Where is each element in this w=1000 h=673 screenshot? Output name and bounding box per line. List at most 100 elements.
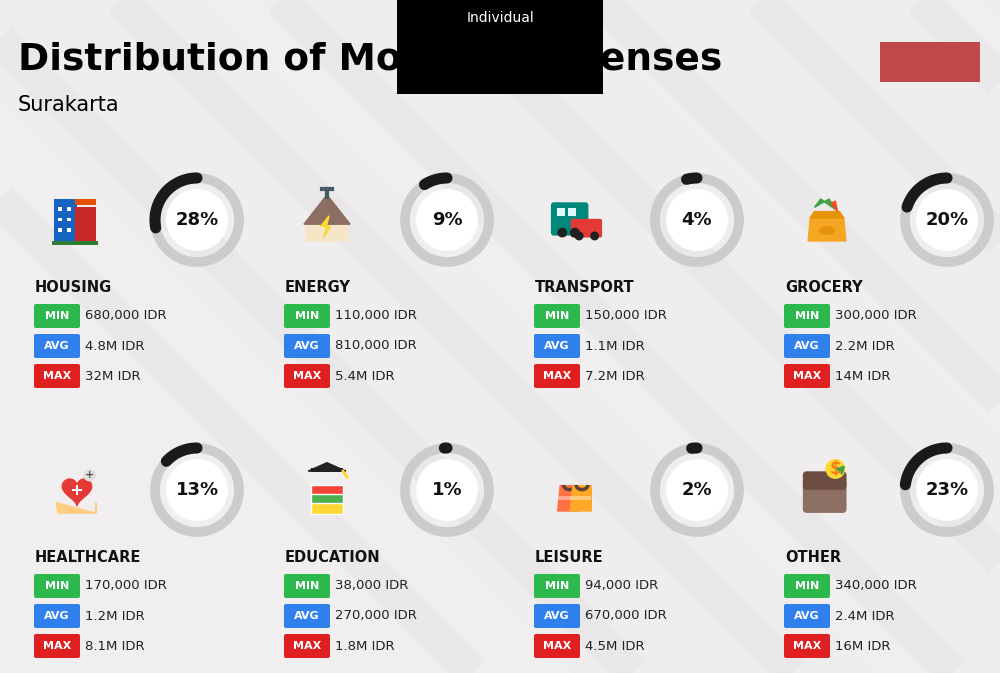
- Text: 4%: 4%: [682, 211, 712, 229]
- Polygon shape: [800, 0, 1000, 673]
- Ellipse shape: [820, 227, 834, 234]
- Polygon shape: [306, 197, 348, 241]
- FancyBboxPatch shape: [534, 364, 580, 388]
- Text: MAX: MAX: [543, 371, 571, 381]
- FancyBboxPatch shape: [58, 228, 62, 232]
- Text: AVG: AVG: [544, 611, 570, 621]
- Polygon shape: [558, 486, 579, 511]
- FancyBboxPatch shape: [534, 574, 580, 598]
- Text: 94,000 IDR: 94,000 IDR: [585, 579, 658, 592]
- Text: MAX: MAX: [543, 641, 571, 651]
- Text: 20%: 20%: [925, 211, 969, 229]
- Text: LEISURE: LEISURE: [535, 551, 604, 565]
- FancyBboxPatch shape: [284, 364, 330, 388]
- Text: AVG: AVG: [544, 341, 570, 351]
- FancyBboxPatch shape: [558, 496, 579, 499]
- FancyBboxPatch shape: [34, 334, 80, 358]
- Text: 1%: 1%: [432, 481, 462, 499]
- Circle shape: [167, 190, 227, 250]
- FancyBboxPatch shape: [58, 218, 62, 221]
- Text: MIN: MIN: [295, 311, 319, 321]
- Text: Individual: Individual: [466, 11, 534, 25]
- Polygon shape: [56, 503, 96, 513]
- FancyBboxPatch shape: [534, 604, 580, 628]
- Text: 8.1M IDR: 8.1M IDR: [85, 639, 145, 653]
- Text: AVG: AVG: [294, 611, 320, 621]
- FancyBboxPatch shape: [284, 334, 330, 358]
- FancyBboxPatch shape: [568, 208, 576, 216]
- FancyBboxPatch shape: [34, 364, 80, 388]
- FancyBboxPatch shape: [784, 304, 830, 328]
- Circle shape: [917, 460, 977, 520]
- Text: 110,000 IDR: 110,000 IDR: [335, 310, 417, 322]
- Polygon shape: [0, 0, 873, 673]
- Text: MAX: MAX: [43, 641, 71, 651]
- Circle shape: [558, 228, 566, 237]
- FancyBboxPatch shape: [34, 304, 80, 328]
- Text: 2.4M IDR: 2.4M IDR: [835, 610, 895, 623]
- Text: 300,000 IDR: 300,000 IDR: [835, 310, 917, 322]
- Text: ENERGY: ENERGY: [285, 281, 351, 295]
- Text: AVG: AVG: [794, 611, 820, 621]
- FancyBboxPatch shape: [72, 489, 82, 491]
- Text: 16M IDR: 16M IDR: [835, 639, 891, 653]
- FancyBboxPatch shape: [551, 203, 588, 236]
- Text: 270,000 IDR: 270,000 IDR: [335, 610, 417, 623]
- FancyBboxPatch shape: [58, 207, 62, 211]
- Text: AVG: AVG: [44, 341, 70, 351]
- Circle shape: [167, 460, 227, 520]
- FancyBboxPatch shape: [534, 634, 580, 658]
- Text: MAX: MAX: [293, 641, 321, 651]
- FancyBboxPatch shape: [784, 604, 830, 628]
- FancyBboxPatch shape: [66, 228, 71, 232]
- Text: 23%: 23%: [925, 481, 969, 499]
- FancyBboxPatch shape: [54, 199, 77, 241]
- Text: MIN: MIN: [45, 311, 69, 321]
- Text: GROCERY: GROCERY: [785, 281, 863, 295]
- Circle shape: [591, 232, 598, 240]
- Text: $: $: [830, 460, 841, 478]
- Text: MAX: MAX: [793, 641, 821, 651]
- Text: OTHER: OTHER: [785, 551, 841, 565]
- Text: 9%: 9%: [432, 211, 462, 229]
- Circle shape: [917, 190, 977, 250]
- Text: 13%: 13%: [175, 481, 219, 499]
- Text: 32M IDR: 32M IDR: [85, 369, 141, 382]
- Text: 14M IDR: 14M IDR: [835, 369, 891, 382]
- Text: 1.8M IDR: 1.8M IDR: [335, 639, 395, 653]
- FancyBboxPatch shape: [76, 485, 78, 495]
- Circle shape: [571, 228, 579, 237]
- Circle shape: [417, 460, 477, 520]
- FancyBboxPatch shape: [311, 494, 343, 505]
- Text: 38,000 IDR: 38,000 IDR: [335, 579, 408, 592]
- Polygon shape: [810, 211, 844, 218]
- Text: 2%: 2%: [682, 481, 712, 499]
- FancyBboxPatch shape: [284, 574, 330, 598]
- Text: 670,000 IDR: 670,000 IDR: [585, 610, 667, 623]
- Polygon shape: [260, 0, 1000, 673]
- Polygon shape: [620, 0, 1000, 673]
- Text: 5.4M IDR: 5.4M IDR: [335, 369, 395, 382]
- Polygon shape: [808, 218, 846, 241]
- FancyBboxPatch shape: [803, 480, 847, 513]
- Text: Surakarta: Surakarta: [18, 95, 120, 115]
- Polygon shape: [831, 201, 838, 211]
- FancyBboxPatch shape: [784, 634, 830, 658]
- FancyBboxPatch shape: [534, 334, 580, 358]
- Circle shape: [667, 460, 727, 520]
- Text: MIN: MIN: [545, 581, 569, 591]
- Text: 28%: 28%: [175, 211, 219, 229]
- FancyBboxPatch shape: [75, 207, 96, 241]
- FancyBboxPatch shape: [880, 42, 980, 82]
- FancyBboxPatch shape: [284, 634, 330, 658]
- FancyBboxPatch shape: [534, 304, 580, 328]
- Text: AVG: AVG: [794, 341, 820, 351]
- FancyBboxPatch shape: [784, 334, 830, 358]
- Circle shape: [826, 460, 845, 479]
- Text: 340,000 IDR: 340,000 IDR: [835, 579, 917, 592]
- Text: 810,000 IDR: 810,000 IDR: [335, 339, 417, 353]
- Text: HEALTHCARE: HEALTHCARE: [35, 551, 141, 565]
- Text: Distribution of Monthly Expenses: Distribution of Monthly Expenses: [18, 42, 722, 78]
- Polygon shape: [62, 479, 92, 505]
- Text: 150,000 IDR: 150,000 IDR: [585, 310, 667, 322]
